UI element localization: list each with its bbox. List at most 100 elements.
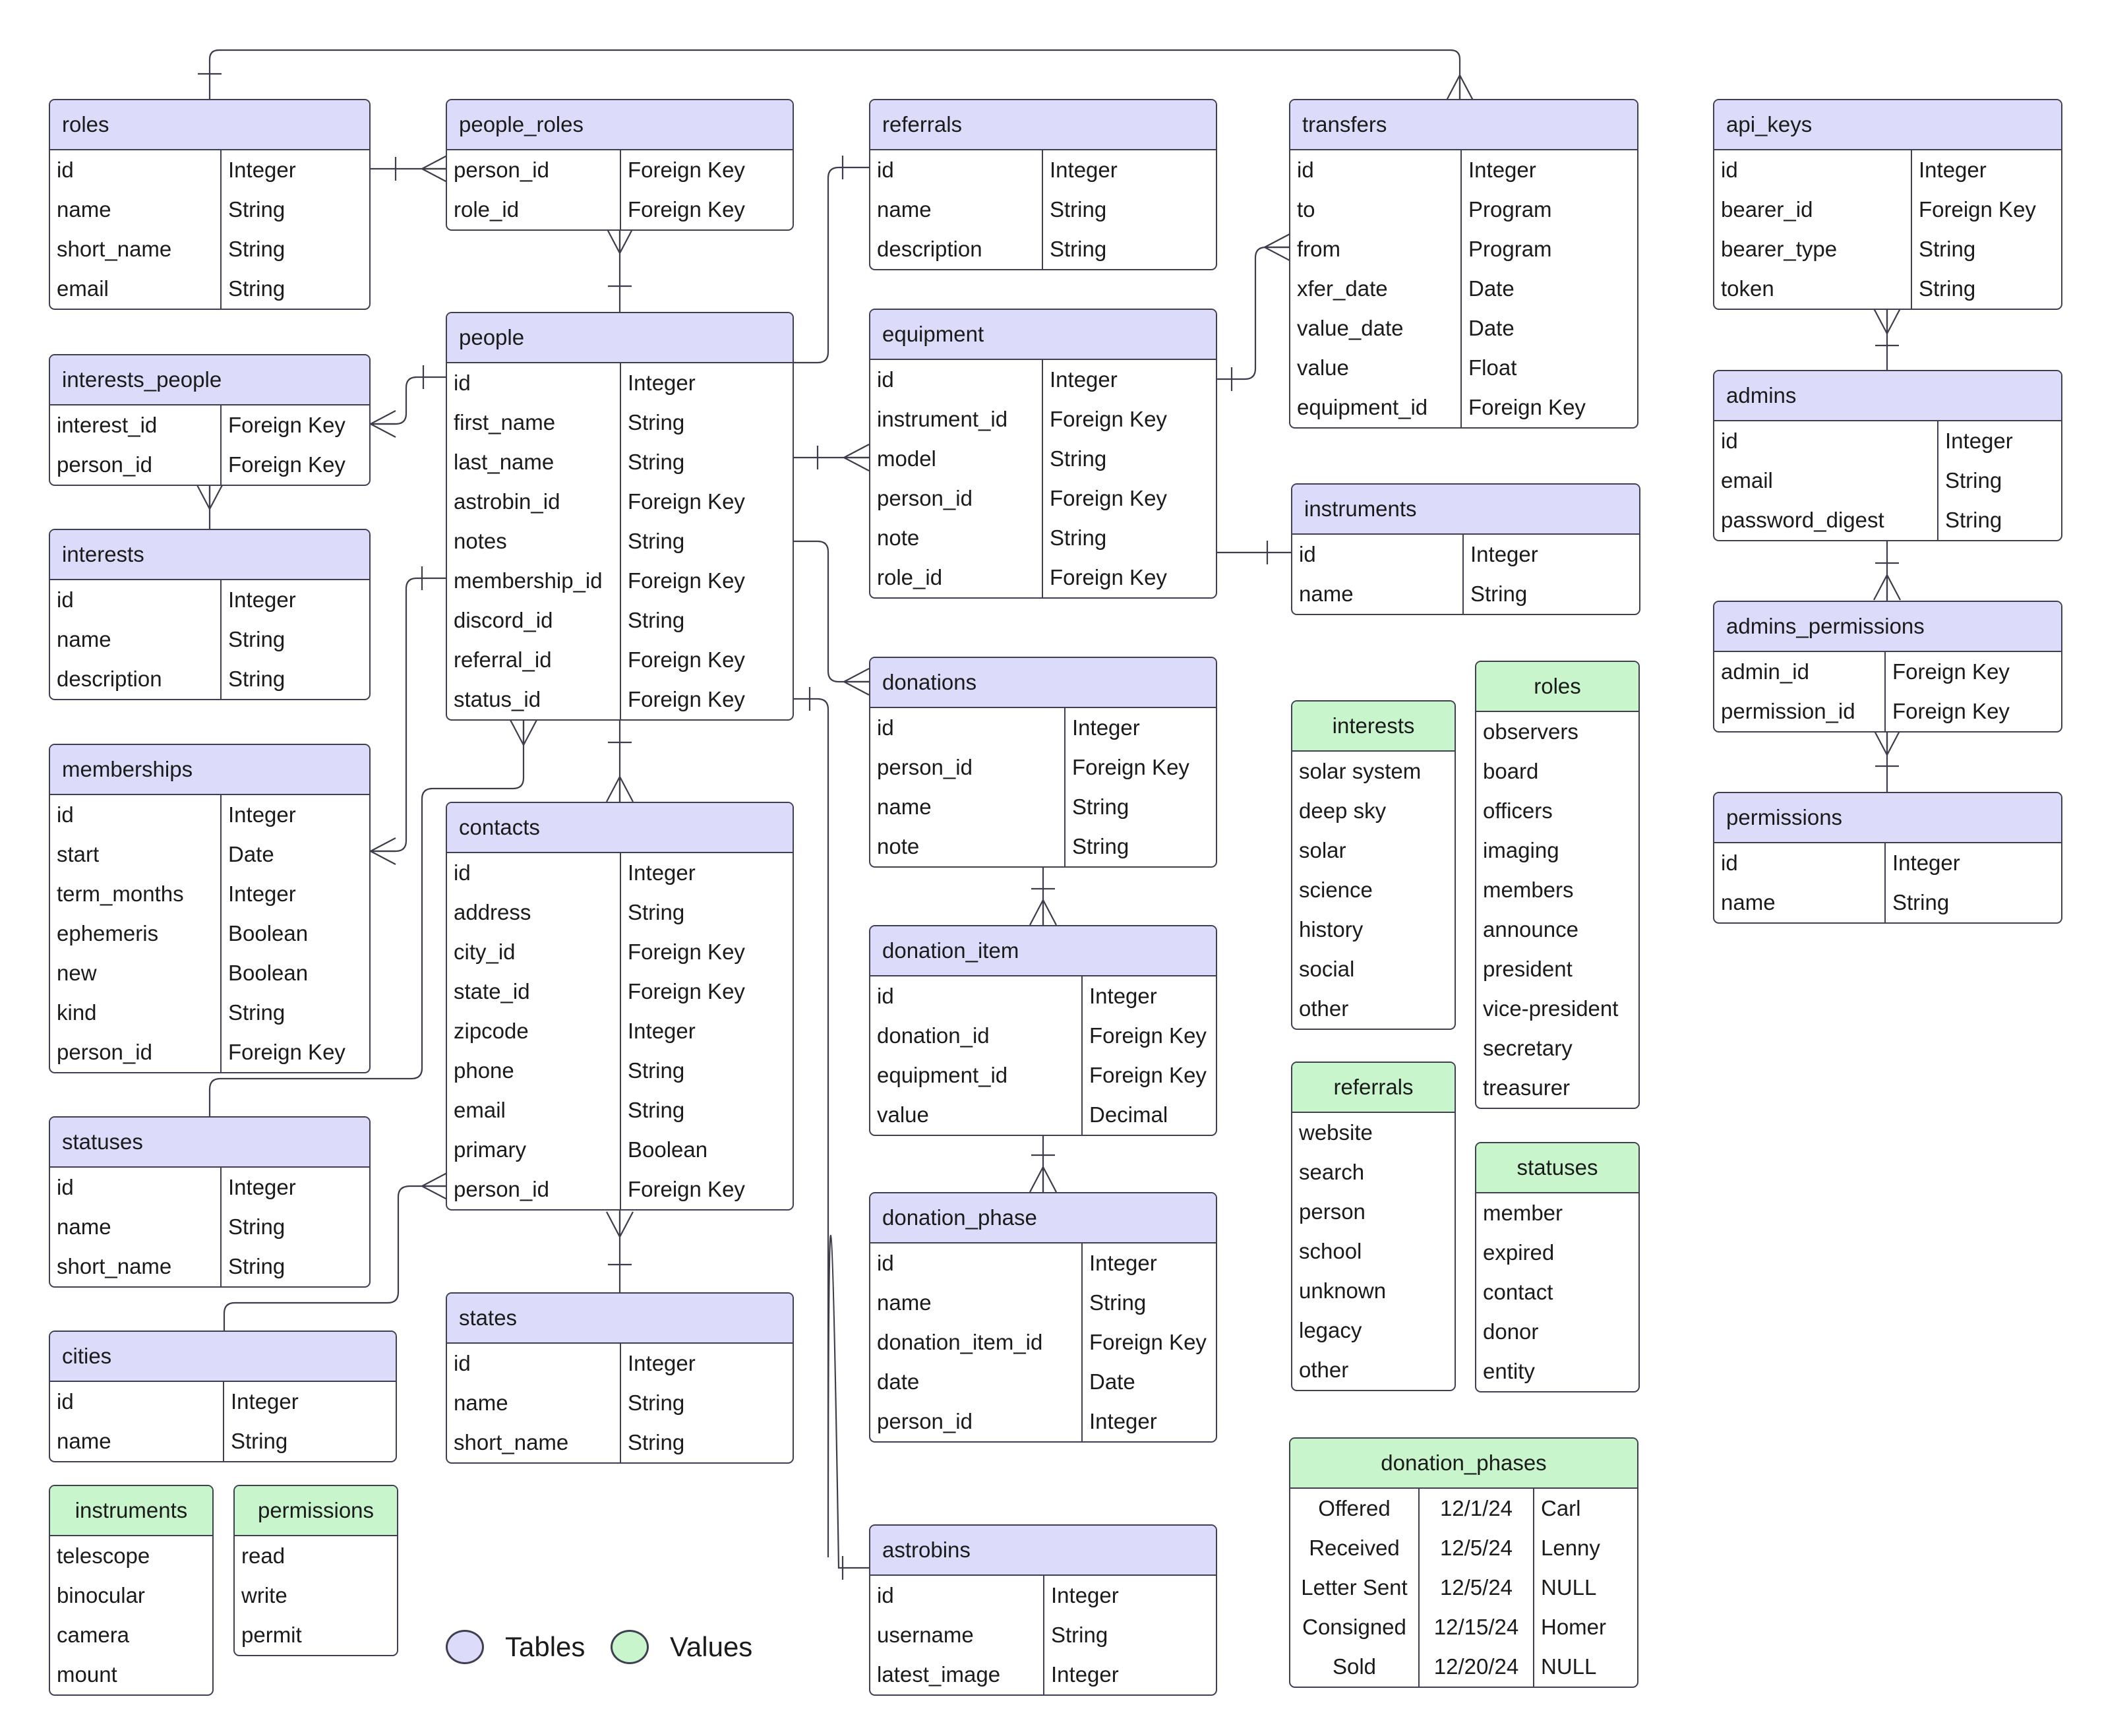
rel-equipment-transfers bbox=[1217, 246, 1289, 380]
field-type: String bbox=[1072, 834, 1129, 858]
field-type: Foreign Key bbox=[228, 452, 345, 477]
value-item: unknown bbox=[1299, 1278, 1387, 1303]
table-title: people_roles bbox=[447, 100, 793, 150]
table-row: discord_id String bbox=[447, 601, 793, 640]
values-referrals: referrals website search person school unknow… bbox=[1291, 1062, 1456, 1391]
field-type: Integer bbox=[1050, 367, 1118, 392]
field-type: String bbox=[228, 667, 285, 691]
field-name: name bbox=[870, 1283, 1083, 1323]
field-name: id bbox=[1290, 150, 1462, 190]
field-name: id bbox=[1714, 843, 1886, 883]
field-type: String bbox=[1919, 276, 1976, 301]
field-type: Integer bbox=[1945, 429, 2013, 453]
field-name: id bbox=[50, 1168, 222, 1207]
value-item: member bbox=[1483, 1201, 1563, 1225]
table-title: admins bbox=[1714, 371, 2061, 421]
field-name: id bbox=[1292, 535, 1464, 574]
field-type: String bbox=[228, 237, 285, 261]
table-row: name String bbox=[50, 620, 369, 659]
field-type: String bbox=[228, 627, 285, 651]
table-row: equipment_id Foreign Key bbox=[870, 1056, 1216, 1095]
field-type: String bbox=[628, 450, 685, 474]
field-type: Boolean bbox=[628, 1137, 708, 1162]
many-marker bbox=[421, 155, 448, 183]
field-name: equipment_id bbox=[1290, 388, 1462, 427]
field-type: Boolean bbox=[228, 961, 309, 985]
phase-name: Letter Sent bbox=[1290, 1568, 1420, 1607]
table-instruments: instruments id Integer name String bbox=[1291, 483, 1640, 615]
field-name: status_id bbox=[447, 680, 621, 719]
table-row: state_id Foreign Key bbox=[447, 972, 793, 1011]
field-name: address bbox=[447, 893, 621, 932]
field-type: Integer bbox=[231, 1389, 299, 1414]
many-marker bbox=[1029, 899, 1057, 926]
many-marker bbox=[370, 410, 396, 438]
table-row: to Program bbox=[1290, 190, 1637, 229]
values-title: referrals bbox=[1292, 1063, 1455, 1113]
many-marker bbox=[843, 444, 870, 471]
field-type: Integer bbox=[1470, 542, 1538, 566]
value-item: board bbox=[1483, 759, 1539, 783]
value-item: imaging bbox=[1483, 838, 1559, 862]
table-row: instrument_id Foreign Key bbox=[870, 400, 1216, 439]
value-item: president bbox=[1483, 957, 1573, 981]
many-marker bbox=[370, 837, 396, 865]
table-row: description String bbox=[50, 659, 369, 699]
table-title: statuses bbox=[50, 1118, 369, 1168]
phase-person: Homer bbox=[1541, 1615, 1607, 1639]
values-interests: interests solar system deep sky solar scienc… bbox=[1291, 700, 1456, 1030]
field-type: String bbox=[628, 608, 685, 632]
table-referrals: referrals id Integer name String description S… bbox=[869, 99, 1217, 270]
field-type: String bbox=[1089, 1290, 1147, 1315]
field-name: person_id bbox=[447, 1170, 621, 1209]
field-name: name bbox=[50, 190, 222, 229]
many-marker bbox=[606, 1211, 634, 1238]
value-item: search bbox=[1299, 1160, 1365, 1184]
field-type: Integer bbox=[1468, 158, 1536, 182]
field-type: Foreign Key bbox=[1089, 1063, 1207, 1087]
field-name: person_id bbox=[447, 150, 621, 190]
field-type: String bbox=[1050, 525, 1107, 550]
many-marker bbox=[843, 668, 870, 696]
table-donation-phase: donation_phase id Integer name String donatio… bbox=[869, 1192, 1217, 1443]
field-name: id bbox=[870, 360, 1043, 400]
table-row: name String bbox=[870, 190, 1216, 229]
value-item: other bbox=[1299, 996, 1349, 1021]
field-name: value bbox=[1290, 348, 1462, 388]
table-row: name String bbox=[1714, 883, 2061, 922]
rel-people-donations bbox=[794, 540, 869, 683]
table-row: person_id Foreign Key bbox=[447, 150, 793, 190]
field-name: name bbox=[1292, 574, 1464, 614]
field-type: Foreign Key bbox=[1089, 1023, 1207, 1048]
value-item: camera bbox=[57, 1623, 130, 1647]
table-row: token String bbox=[1714, 269, 2061, 309]
field-type: String bbox=[1050, 237, 1107, 261]
table-row: primary Boolean bbox=[447, 1130, 793, 1170]
table-row: person_id Foreign Key bbox=[50, 1033, 369, 1072]
field-name: person_id bbox=[50, 445, 222, 485]
field-type: Integer bbox=[628, 1019, 696, 1043]
table-row: person_id Foreign Key bbox=[870, 479, 1216, 518]
value-item: permit bbox=[241, 1623, 302, 1647]
field-type: String bbox=[1470, 582, 1528, 606]
rel-people-statuses bbox=[208, 719, 525, 1116]
table-row: short_name String bbox=[50, 1247, 369, 1286]
value-item: solar system bbox=[1299, 759, 1422, 783]
field-type: Boolean bbox=[228, 921, 309, 945]
field-type: Foreign Key bbox=[628, 158, 745, 182]
value-item: other bbox=[1299, 1358, 1349, 1382]
many-marker bbox=[1264, 233, 1290, 261]
field-name: discord_id bbox=[447, 601, 621, 640]
value-item: announce bbox=[1483, 917, 1578, 942]
field-type: Foreign Key bbox=[1919, 197, 2036, 222]
value-item: vice-president bbox=[1483, 996, 1619, 1021]
table-title: roles bbox=[50, 100, 369, 150]
field-name: name bbox=[870, 190, 1043, 229]
table-title: donations bbox=[870, 658, 1216, 708]
field-name: id bbox=[870, 1243, 1083, 1283]
table-title: equipment bbox=[870, 310, 1216, 360]
phase-row: Letter Sent 12/5/24 NULL bbox=[1290, 1568, 1637, 1607]
value-item: person bbox=[1299, 1199, 1366, 1224]
value-item: telescope bbox=[57, 1543, 150, 1568]
